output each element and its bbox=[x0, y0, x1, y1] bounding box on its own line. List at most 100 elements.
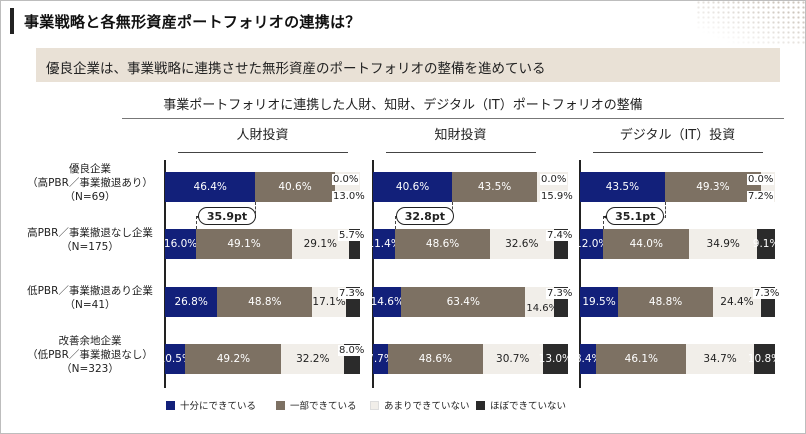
legend-item-fully-done: 十分にできている bbox=[166, 398, 256, 412]
data-label-fully-done: 19.5% bbox=[582, 296, 616, 308]
legend-swatch bbox=[276, 400, 285, 410]
bar-segment-fully-done: 11.4% bbox=[367, 229, 401, 259]
group-header-label: デジタル（IT）投資 bbox=[619, 128, 736, 143]
bar-segment-partly-done: 46.1% bbox=[596, 344, 687, 374]
data-label-hardly-done: 0.0% bbox=[747, 174, 775, 185]
data-label-mostly-not-done: 17.1% bbox=[312, 296, 346, 308]
legend-item-hardly-done: ほぼできていない bbox=[476, 398, 566, 412]
data-label-hardly-done: 7.3% bbox=[338, 288, 366, 299]
data-label-partly-done: 46.1% bbox=[624, 353, 658, 365]
row-label-line: 高PBR／事業撤退なし企業 bbox=[27, 227, 153, 239]
row-label-line: （N=175） bbox=[61, 241, 119, 253]
data-label-partly-done: 48.6% bbox=[418, 353, 453, 365]
bar-segment-mostly-not-done: 30.7% bbox=[482, 344, 543, 374]
data-label-mostly-not-done: 34.9% bbox=[706, 238, 740, 250]
data-label-fully-done: 11.4% bbox=[367, 238, 401, 250]
bar-segment-mostly-not-done: 32.2% bbox=[281, 344, 345, 374]
bar-segment-fully-done: 8.4% bbox=[575, 344, 602, 374]
page-title: 事業戦略と各無形資産ポートフォリオの連携は？ bbox=[24, 13, 361, 31]
legend-swatch bbox=[476, 400, 485, 410]
data-label-fully-done: 16.0% bbox=[163, 238, 198, 250]
gap-value-badge: 35.9pt bbox=[197, 207, 257, 225]
data-label-hardly-done: 13.0% bbox=[538, 353, 572, 365]
bar-segment-fully-done: 40.6% bbox=[373, 172, 453, 202]
bar-segment-partly-done: 49.1% bbox=[196, 229, 292, 259]
bar-segment-fully-done: 10.5% bbox=[159, 344, 192, 374]
bar-segment-fully-done: 14.6% bbox=[370, 287, 404, 317]
data-label-hardly-done: 0.0% bbox=[332, 174, 360, 185]
data-label-hardly-done: 7.3% bbox=[546, 288, 574, 299]
bar-segment-mostly-not-done: 29.1% bbox=[291, 229, 349, 259]
data-label-partly-done: 63.4% bbox=[446, 296, 480, 308]
bar-segment-partly-done: 40.6% bbox=[255, 172, 335, 202]
bar-segment-hardly-done: 9.1% bbox=[753, 229, 779, 259]
message-banner bbox=[36, 48, 780, 82]
data-label-fully-done: 26.8% bbox=[174, 296, 208, 308]
data-label-mostly-not-done: 32.2% bbox=[296, 353, 330, 365]
legend-label: あまりできていない bbox=[384, 401, 470, 412]
group-header-underline bbox=[592, 152, 763, 153]
bar-segment-mostly-not-done: 34.9% bbox=[689, 229, 758, 259]
data-label-partly-done: 48.8% bbox=[248, 296, 282, 308]
legend-label: 十分にできている bbox=[180, 401, 257, 412]
bar-segment-partly-done: 48.8% bbox=[217, 287, 313, 317]
row-label-line: 優良企業 bbox=[69, 163, 111, 175]
data-label-partly-done: 49.3% bbox=[696, 181, 730, 193]
banner-text: 優良企業は、事業戦略に連携させた無形資産のポートフォリオの整備を進めている bbox=[46, 61, 546, 77]
group-axis-2 bbox=[579, 160, 581, 388]
data-label-fully-done: 7.7% bbox=[367, 353, 394, 365]
row-label-1: 高PBR／事業撤退なし企業 （N=175） bbox=[20, 226, 160, 254]
legend-label: 一部できている bbox=[290, 401, 357, 412]
data-label-partly-done: 48.6% bbox=[425, 238, 460, 250]
bar-segment-fully-done: 43.5% bbox=[580, 172, 665, 202]
legend-swatch bbox=[370, 400, 379, 410]
data-label-mostly-not-done: 24.4% bbox=[720, 296, 754, 308]
row-label-line: （高PBR／事業撤退あり） bbox=[27, 177, 153, 189]
gap-dashed-line bbox=[196, 216, 198, 229]
data-label-hardly-done: 0.0% bbox=[540, 174, 568, 185]
group-header-1: 知財投資 bbox=[385, 124, 536, 153]
row-label-line: （低PBR／事業撤退なし） bbox=[27, 349, 153, 361]
group-axis-1 bbox=[372, 160, 374, 388]
row-label-line: （N=41） bbox=[64, 299, 116, 311]
data-label-mostly-not-done: 7.2% bbox=[747, 191, 775, 202]
data-label-fully-done: 46.4% bbox=[193, 181, 227, 193]
data-label-partly-done: 43.5% bbox=[477, 181, 512, 193]
data-label-fully-done: 43.5% bbox=[605, 181, 640, 193]
data-label-mostly-not-done: 13.0% bbox=[332, 191, 366, 202]
data-label-partly-done: 49.2% bbox=[216, 353, 251, 365]
data-label-hardly-done: 8.0% bbox=[338, 345, 366, 356]
bar-segment-partly-done: 48.6% bbox=[388, 344, 483, 374]
bar-segment-hardly-done: 13.0% bbox=[539, 344, 572, 374]
bar-segment-hardly-done bbox=[348, 229, 360, 259]
bar-segment-fully-done: 26.8% bbox=[165, 287, 218, 317]
gap-dashed-line bbox=[255, 202, 257, 218]
group-header-0: 人財投資 bbox=[177, 124, 348, 153]
bar-segment-partly-done: 49.3% bbox=[664, 172, 761, 202]
data-label-fully-done: 10.5% bbox=[158, 353, 192, 365]
data-label-mostly-not-done: 29.1% bbox=[303, 238, 337, 250]
data-label-hardly-done: 7.3% bbox=[753, 288, 781, 299]
bar-segment-mostly-not-done: 34.7% bbox=[686, 344, 754, 374]
group-header-label: 人財投資 bbox=[236, 128, 289, 143]
bar-segment-partly-done: 43.5% bbox=[452, 172, 537, 202]
legend-item-partly-done: 一部できている bbox=[276, 398, 357, 412]
bar-segment-mostly-not-done: 32.6% bbox=[490, 229, 554, 259]
gap-dashed-line bbox=[395, 216, 397, 229]
data-label-fully-done: 12.0% bbox=[575, 238, 609, 250]
data-label-hardly-done: 9.1% bbox=[752, 238, 780, 250]
data-label-partly-done: 49.1% bbox=[227, 238, 261, 250]
data-label-partly-done: 40.6% bbox=[278, 181, 312, 193]
data-label-hardly-done: 7.4% bbox=[546, 230, 574, 241]
bar-segment-partly-done: 44.0% bbox=[603, 229, 690, 259]
decorative-dot-pattern bbox=[696, 0, 806, 44]
group-header-label: 知財投資 bbox=[434, 128, 487, 143]
bar-segment-mostly-not-done: 24.4% bbox=[713, 287, 761, 317]
row-label-line: （N=69） bbox=[64, 191, 116, 203]
row-label-line: 低PBR／事業撤退あり企業 bbox=[27, 285, 153, 297]
legend-label: ほぼできていない bbox=[490, 401, 567, 412]
data-label-partly-done: 44.0% bbox=[629, 238, 663, 250]
chart-title: 事業ポートフォリオに連携した人財、知財、デジタル（IT）ポートフォリオの整備 bbox=[163, 98, 643, 113]
chart-title-underline bbox=[122, 118, 784, 119]
data-label-fully-done: 14.6% bbox=[370, 296, 404, 308]
